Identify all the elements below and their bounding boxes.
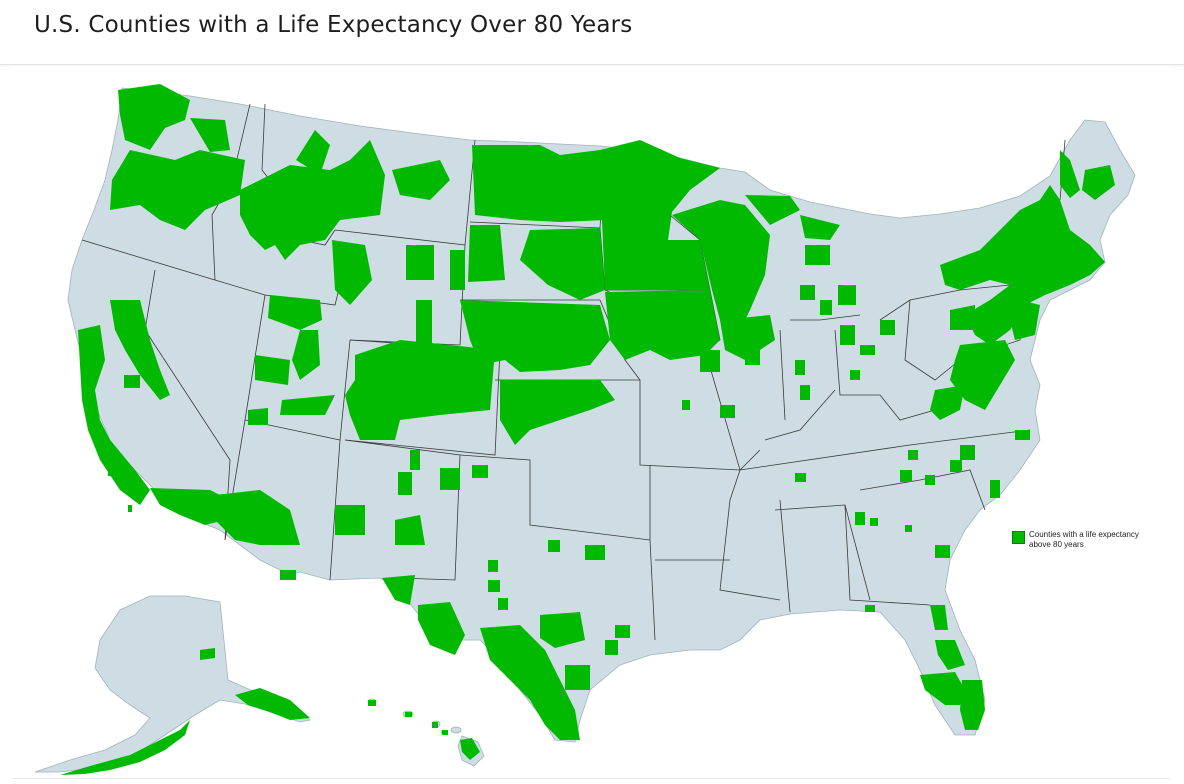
map-panel: Counties with a life expectancy above 80…	[12, 66, 1170, 778]
footer-divider	[12, 778, 1170, 779]
page-title: U.S. Counties with a Life Expectancy Ove…	[34, 12, 633, 38]
alaska-land	[34, 595, 311, 773]
legend-swatch	[1012, 531, 1025, 544]
page-header: U.S. Counties with a Life Expectancy Ove…	[0, 0, 1184, 65]
legend-label: Counties with a life expectancy above 80…	[1029, 530, 1139, 549]
highlighted-counties	[60, 84, 1115, 775]
us-map	[34, 84, 1136, 775]
